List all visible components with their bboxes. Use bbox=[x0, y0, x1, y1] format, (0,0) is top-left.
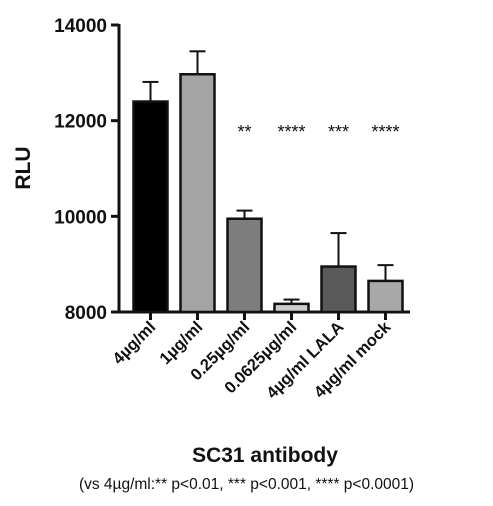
bar bbox=[273, 302, 310, 314]
plot-area: 80001000012000140004µg/ml1µg/ml0.25µg/ml… bbox=[54, 16, 410, 402]
bar bbox=[179, 73, 216, 314]
bar bbox=[132, 100, 169, 314]
significance-marker: **** bbox=[277, 122, 305, 142]
x-axis-label: SC31 antibody bbox=[192, 444, 338, 467]
y-tick-label: 14000 bbox=[54, 16, 107, 37]
significance-marker: *** bbox=[328, 122, 349, 142]
y-tick-label: 12000 bbox=[54, 112, 107, 133]
bar bbox=[367, 279, 404, 314]
bar bbox=[320, 265, 357, 314]
y-axis-label: RLU bbox=[12, 146, 35, 189]
significance-marker: **** bbox=[371, 122, 399, 142]
y-tick-label: 10000 bbox=[54, 207, 107, 228]
x-tick-label: 4µg/ml bbox=[109, 318, 159, 368]
y-tick-label: 8000 bbox=[65, 303, 107, 324]
bar bbox=[226, 217, 263, 314]
significance-footnote: (vs 4µg/ml:** p<0.01, *** p<0.001, **** … bbox=[78, 476, 415, 493]
significance-marker: ** bbox=[237, 122, 251, 142]
